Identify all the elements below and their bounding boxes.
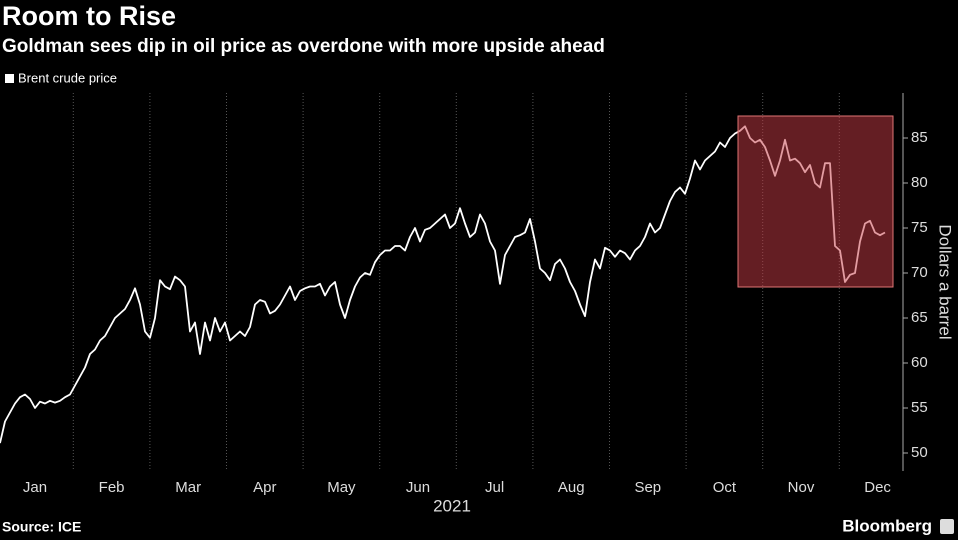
legend-label: Brent crude price: [18, 70, 117, 85]
brand-icon: [940, 519, 954, 534]
credit: Bloomberg: [842, 516, 932, 535]
x-tick-label: Mar: [175, 479, 201, 496]
x-tick-label: Oct: [713, 479, 737, 496]
chart-title: Room to Rise: [2, 1, 176, 31]
x-axis-title: 2021: [433, 496, 471, 515]
legend-swatch: [5, 74, 14, 83]
y-tick-label: 85: [911, 129, 928, 146]
x-tick-label: Dec: [864, 479, 891, 496]
x-tick-label: Feb: [99, 479, 125, 496]
y-axis-title: Dollars a barrel: [936, 224, 955, 339]
y-tick-label: 80: [911, 174, 928, 191]
x-tick-label: Jul: [485, 479, 504, 496]
x-tick-label: Nov: [788, 479, 815, 496]
highlight-box: [737, 115, 894, 288]
x-tick-label: Jun: [406, 479, 430, 496]
x-tick-label: Apr: [253, 479, 276, 496]
y-tick-label: 65: [911, 309, 928, 326]
y-tick-label: 60: [911, 354, 928, 371]
x-tick-label: Sep: [634, 479, 661, 496]
y-tick-label: 50: [911, 444, 928, 461]
y-tick-label: 55: [911, 399, 928, 416]
chart-subtitle: Goldman sees dip in oil price as overdon…: [2, 36, 605, 57]
source: Source: ICE: [2, 519, 81, 535]
y-tick-label: 70: [911, 264, 928, 281]
x-tick-label: Aug: [558, 479, 585, 496]
x-tick-label: May: [327, 479, 356, 496]
x-tick-label: Jan: [23, 479, 47, 496]
y-tick-label: 75: [911, 219, 928, 236]
